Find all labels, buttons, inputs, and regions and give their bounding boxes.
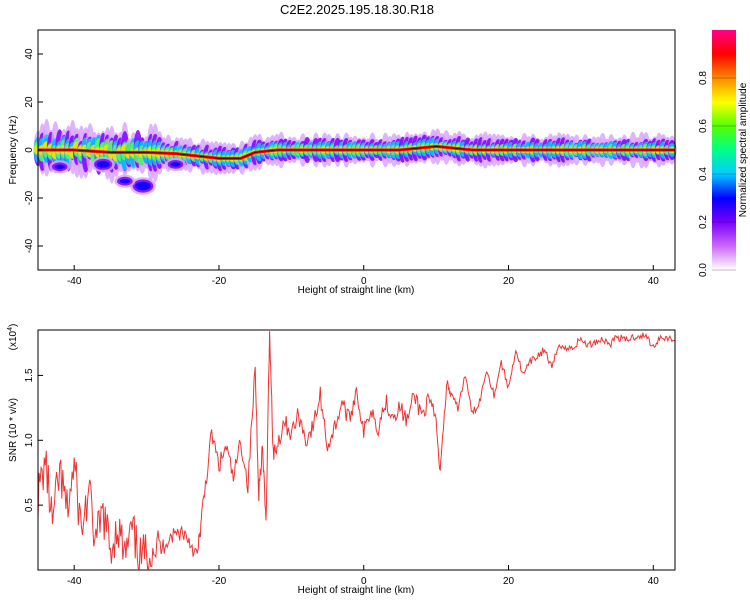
snr-x-ticks: -40 -20 0 20 40 <box>67 565 659 587</box>
snr-y-tick-label: 0.5 <box>24 498 35 512</box>
spectrogram-x-tick-label: 20 <box>503 276 515 287</box>
spectrogram-y-label: Frequency (Hz) <box>8 116 19 185</box>
colorbar-tick-label: 0.4 <box>698 167 709 181</box>
spectrogram-blob <box>119 179 131 184</box>
snr-y-tick-label: 1.0 <box>24 433 35 447</box>
colorbar-gradient <box>712 30 736 270</box>
spectrogram-blob <box>170 162 181 167</box>
snr-x-tick-label: 20 <box>503 576 515 587</box>
spectrogram-y-tick-label: 20 <box>24 96 35 108</box>
spectrogram-x-ticks: -40 -20 0 20 40 <box>67 265 659 287</box>
snr-y-ticks: 0.5 1.0 1.5 <box>24 368 43 512</box>
snr-x-tick-label: -40 <box>67 576 82 587</box>
spectrogram-x-label: Height of straight line (km) <box>298 285 415 296</box>
spectrogram-x-tick-label: -20 <box>212 276 227 287</box>
colorbar-tick-label: 0.2 <box>698 215 709 229</box>
spectrogram-x-tick-label: 40 <box>648 276 660 287</box>
spectrogram-blob <box>135 181 151 191</box>
snr-y-multiplier: (x104) <box>7 324 19 351</box>
spectrogram-blob <box>96 161 110 168</box>
spectrogram-blob <box>54 164 65 169</box>
snr-x-tick-label: 40 <box>648 576 660 587</box>
snr-frame <box>37 329 676 571</box>
snr-y-tick-label: 1.5 <box>24 368 35 382</box>
colorbar: 0.0 0.2 0.4 0.6 0.8 Normalized spectral ampl… <box>698 30 749 277</box>
spectrogram-panel: -40 -20 0 20 40 -40 -20 0 20 40 Height of straig… <box>8 29 677 296</box>
spectrogram-ridge <box>38 144 675 160</box>
colorbar-tick-label: 0.0 <box>698 263 709 277</box>
snr-series-line <box>37 331 676 570</box>
spectrogram-y-tick-label: 40 <box>24 48 35 60</box>
snr-x-tick-label: 0 <box>361 576 367 587</box>
snr-panel: -40 -20 0 20 40 0.5 1.0 1.5 Height of straight… <box>7 324 676 596</box>
snr-x-label: Height of straight line (km) <box>298 585 415 596</box>
snr-plot-area <box>38 330 675 570</box>
colorbar-tick-label: 0.6 <box>698 119 709 133</box>
spectrogram-y-tick-label: -40 <box>24 238 35 253</box>
snr-x-tick-label: -20 <box>212 576 227 587</box>
spectrogram-y-tick-label: 0 <box>24 147 35 153</box>
spectrogram-x-tick-label: 0 <box>361 276 367 287</box>
spectrogram-ridge-outline <box>38 145 675 159</box>
figure-title: C2E2.2025.195.18.30.R18 <box>280 2 434 17</box>
snr-y-label: SNR (10 * v/v) <box>8 398 19 462</box>
spectrogram-y-ticks: -40 -20 0 20 40 <box>24 48 43 253</box>
colorbar-tick-label: 0.8 <box>698 71 709 85</box>
spectrogram-x-tick-label: -40 <box>67 276 82 287</box>
colorbar-label: Normalized spectral amplitude <box>738 82 749 217</box>
colorbar-ticks: 0.0 0.2 0.4 0.6 0.8 <box>698 71 736 277</box>
spectrogram-y-tick-label: -20 <box>24 190 35 205</box>
